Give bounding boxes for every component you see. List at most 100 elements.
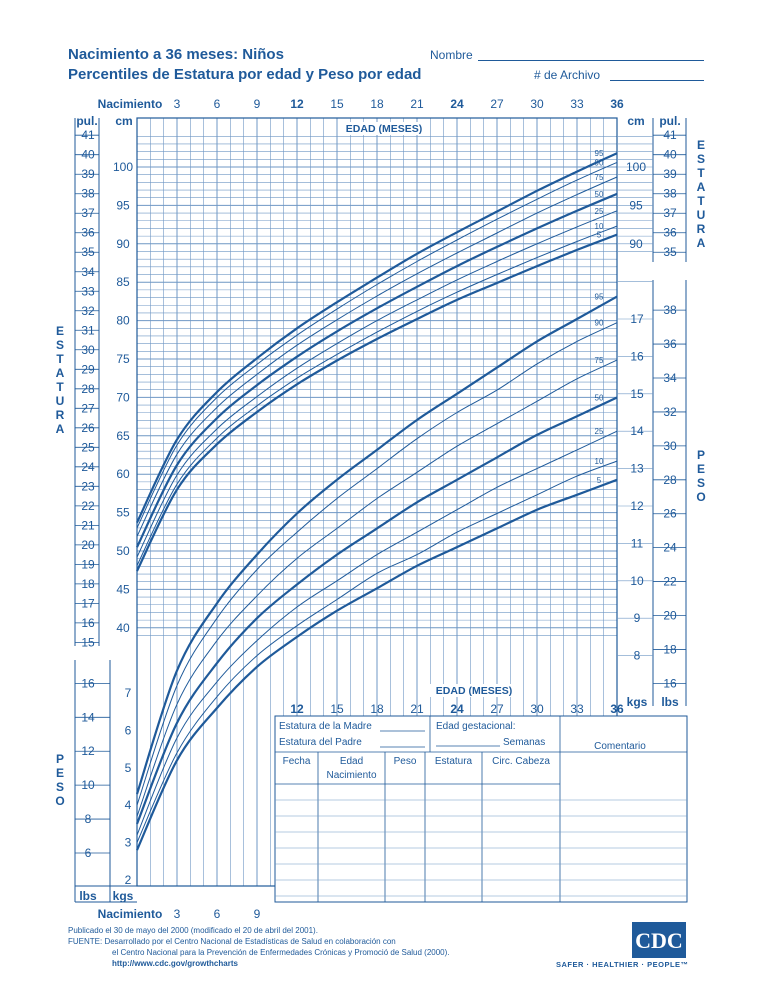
footer-source-2: el Centro Nacional para la Prevención de… <box>112 948 450 957</box>
age-label-inner: EDAD (MESES) <box>436 685 512 697</box>
left-in-tick-29: 29 <box>81 362 95 376</box>
left-in-tick-25: 25 <box>81 440 95 454</box>
left-in-tick-18: 18 <box>81 577 95 591</box>
right-estatura-letter-1: S <box>696 152 705 166</box>
height-curve-p90 <box>136 161 618 529</box>
top-age-tick-2: 6 <box>214 97 221 111</box>
left-in-tick-16: 16 <box>81 616 95 630</box>
right-in-tick-39: 39 <box>663 167 677 181</box>
cdc-logo-text: CDC <box>635 928 683 953</box>
right-estatura-letter-2: T <box>697 166 705 180</box>
info-table-frame <box>274 715 688 903</box>
right-peso-letter-2: S <box>696 476 705 490</box>
left-cm-tick-55: 55 <box>116 506 130 520</box>
left-in-tick-41: 41 <box>81 128 95 142</box>
right-in-tick-38: 38 <box>663 187 677 201</box>
inner-age-tick-6: 30 <box>530 702 544 716</box>
top-age-tick-12: 36 <box>610 97 624 111</box>
right-lb-tick-34: 34 <box>663 371 677 385</box>
height-label-p95: 95 <box>595 149 604 158</box>
right-lb-tick-28: 28 <box>663 473 677 487</box>
left-kg-tick-7: 7 <box>125 686 132 700</box>
left-cm-tick-65: 65 <box>116 429 130 443</box>
height-curve-p10 <box>136 225 618 566</box>
unit-kgs-left: kgs <box>113 889 134 903</box>
left-estatura-letter-1: S <box>55 338 64 352</box>
left-in-tick-34: 34 <box>81 265 95 279</box>
bottom-age-tick-0: Nacimiento <box>98 907 163 921</box>
top-age-tick-8: 24 <box>450 97 464 111</box>
right-estatura-letter-4: T <box>697 194 705 208</box>
left-in-tick-20: 20 <box>81 538 95 552</box>
file-number-field[interactable] <box>610 80 704 81</box>
right-estatura-letter-0: E <box>696 138 705 152</box>
right-kg-tick-9: 9 <box>634 611 641 625</box>
left-cm-tick-45: 45 <box>116 582 130 596</box>
left-cm-tick-50: 50 <box>116 544 130 558</box>
height-label-p25: 25 <box>595 207 604 216</box>
left-in-tick-37: 37 <box>81 206 95 220</box>
weight-label-p95: 95 <box>595 293 604 302</box>
left-kg-tick-3: 3 <box>125 836 132 850</box>
unit-cm-right: cm <box>627 114 644 128</box>
left-cm-tick-40: 40 <box>116 621 130 635</box>
axis-ticks: Nacimiento 3 6 9 12 15 18 21 24 27 30 33 36Nacimient… <box>75 97 686 921</box>
right-in-tick-36: 36 <box>663 226 677 240</box>
right-lb-tick-18: 18 <box>663 642 677 656</box>
left-in-tick-22: 22 <box>81 499 95 513</box>
left-estatura-letter-4: T <box>56 380 64 394</box>
top-age-tick-4: 12 <box>290 97 304 111</box>
right-estatura-letter-5: U <box>696 208 706 222</box>
height-label-p5: 5 <box>597 231 602 240</box>
left-in-tick-17: 17 <box>81 596 95 610</box>
height-label-p50: 50 <box>595 190 604 199</box>
height-label-p75: 75 <box>595 173 604 182</box>
height-label-p10: 10 <box>595 222 604 231</box>
inner-age-tick-3: 21 <box>410 702 424 716</box>
right-lb-tick-38: 38 <box>663 303 677 317</box>
top-age-tick-10: 30 <box>530 97 544 111</box>
inner-age-tick-2: 18 <box>370 702 384 716</box>
top-age-tick-6: 18 <box>370 97 384 111</box>
left-cm-tick-70: 70 <box>116 390 130 404</box>
left-in-tick-39: 39 <box>81 167 95 181</box>
weight-curve-p75 <box>136 359 618 817</box>
left-lb-tick-6: 6 <box>85 846 92 860</box>
col-header-date: Fecha <box>283 756 311 767</box>
left-kg-tick-4: 4 <box>125 798 132 812</box>
unit-lbs-right: lbs <box>661 695 679 709</box>
inner-age-tick-5: 27 <box>490 702 504 716</box>
father-height-label: Estatura del Padre <box>279 737 362 748</box>
name-field[interactable] <box>478 60 704 61</box>
weight-curve-p5 <box>135 478 618 851</box>
col-header-height: Estatura <box>435 756 473 767</box>
age-label-bg-top <box>339 122 429 135</box>
right-peso-letter-0: P <box>696 448 705 462</box>
cdc-logo-icon: CDC <box>632 922 686 958</box>
right-kg-tick-8: 8 <box>634 649 641 663</box>
inner-age-tick-4: 24 <box>450 702 464 716</box>
top-age-tick-0: Nacimiento <box>98 97 163 111</box>
left-peso-letter-2: S <box>55 780 64 794</box>
name-label: Nombre <box>430 48 473 62</box>
unit-pul-right: pul. <box>659 114 680 128</box>
top-age-tick-9: 27 <box>490 97 504 111</box>
left-peso-letter-1: E <box>55 766 64 780</box>
left-in-tick-40: 40 <box>81 148 95 162</box>
right-lb-tick-20: 20 <box>663 609 677 623</box>
inner-age-tick-8: 36 <box>610 702 624 716</box>
left-lb-tick-16: 16 <box>81 676 95 690</box>
footer-url[interactable]: http://www.cdc.gov/growthcharts <box>112 959 238 968</box>
weight-label-p50: 50 <box>595 394 604 403</box>
file-number-label: # de Archivo <box>534 68 601 82</box>
col-header-weight: Peso <box>394 756 417 767</box>
right-lb-tick-24: 24 <box>663 541 677 555</box>
weight-curve-p90 <box>136 322 618 806</box>
left-lb-tick-14: 14 <box>81 710 95 724</box>
right-estatura-letter-6: R <box>696 222 706 236</box>
right-lb-tick-32: 32 <box>663 405 677 419</box>
left-in-tick-23: 23 <box>81 479 95 493</box>
left-cm-tick-90: 90 <box>116 237 130 251</box>
